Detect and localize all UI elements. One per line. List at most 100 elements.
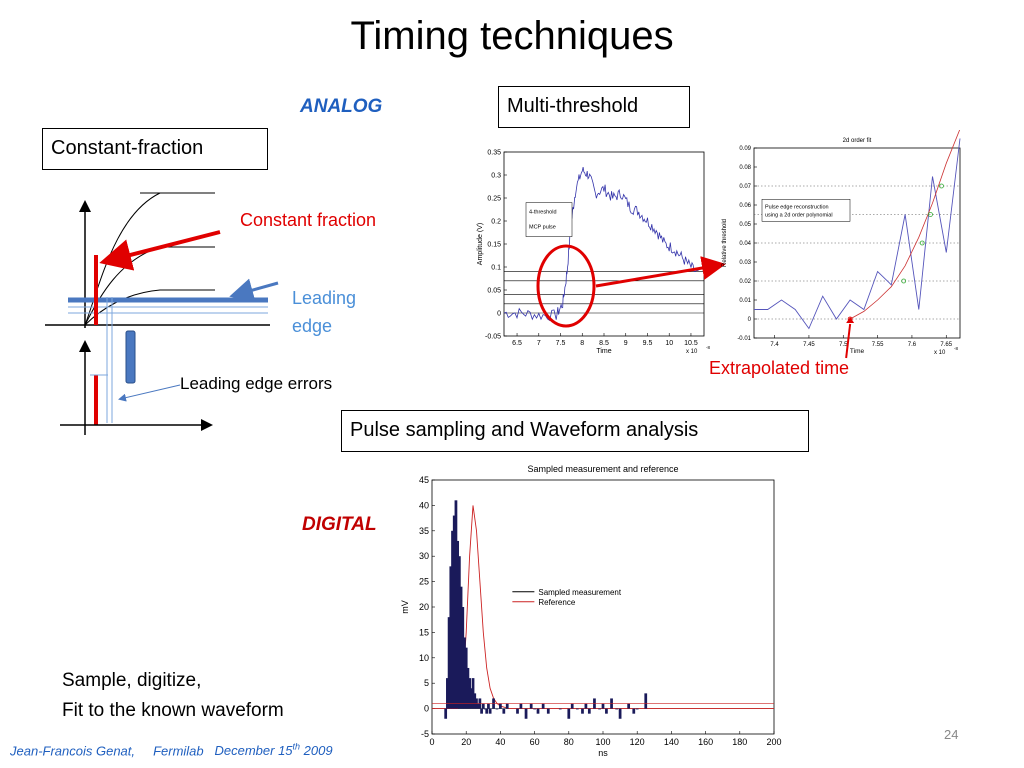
y-tick-label: 0.07 bbox=[739, 184, 751, 190]
sample-digitize-text: Sample, digitize, Fit to the known wavef… bbox=[62, 666, 284, 726]
sampled-bar bbox=[627, 703, 631, 709]
sampled-bar bbox=[480, 708, 483, 714]
sampled-bar bbox=[463, 637, 466, 709]
sampled-bar bbox=[541, 703, 545, 709]
fit-marker bbox=[919, 240, 925, 246]
y-tick-label: 45 bbox=[419, 475, 429, 485]
chart-title: Sampled measurement and reference bbox=[527, 464, 678, 474]
leading-edge-error-bar bbox=[125, 330, 136, 384]
sampled-bar bbox=[444, 708, 448, 719]
leading-edge-errors-label: Leading edge errors bbox=[180, 374, 333, 393]
sampled-bar bbox=[635, 708, 639, 710]
x-tick-label: 160 bbox=[698, 737, 713, 747]
y-tick-label: 0.05 bbox=[487, 287, 501, 294]
y-tick-label: 0.06 bbox=[739, 203, 751, 209]
plot-frame bbox=[431, 479, 775, 735]
x-tick-label: 8 bbox=[580, 340, 584, 347]
y-tick-label: 15 bbox=[419, 627, 429, 637]
constant-fraction-diagram bbox=[45, 192, 279, 435]
x-tick-label: 7.5 bbox=[839, 342, 848, 348]
constant-fraction-box: Constant-fraction bbox=[42, 128, 268, 170]
chart-title: 2d order fit bbox=[843, 138, 872, 144]
x-tick-label: 7.45 bbox=[803, 342, 815, 348]
pulse-sampling-box: Pulse sampling and Waveform analysis bbox=[341, 410, 809, 452]
sample-text-line1: Sample, digitize, bbox=[62, 670, 202, 691]
y-tick-label: 0.04 bbox=[739, 241, 751, 247]
fit-series bbox=[849, 130, 961, 320]
sampled-bar bbox=[483, 708, 487, 710]
x-tick-label: 40 bbox=[495, 737, 505, 747]
x-tick-label: 60 bbox=[530, 737, 540, 747]
y-tick-label: 30 bbox=[419, 551, 429, 561]
sampled-bar bbox=[468, 678, 471, 709]
sampled-bar bbox=[529, 703, 533, 709]
second-order-fit-chart: 7.4 7.45 7.5 7.55 7.6 7.65 -0.01 0 0.01 0.02 0.03 0… bbox=[722, 130, 961, 359]
fit-marker bbox=[928, 212, 933, 217]
analog-label: ANALOG bbox=[300, 96, 383, 117]
sampled-bar bbox=[558, 708, 562, 710]
sampled-bar bbox=[584, 703, 588, 709]
x-tick-label: 10 bbox=[665, 340, 673, 347]
x-tick-label: 7 bbox=[537, 340, 541, 347]
page-number: 24 bbox=[944, 727, 959, 742]
legend-entry-reference: Reference bbox=[538, 598, 575, 607]
y-tick-label: 35 bbox=[419, 526, 429, 536]
mcp-pulse-chart: 6.5 7 7.5 8 8.5 9 9.5 10 10.5 -0.05 0 0.05 0.1 0.15 0.… bbox=[477, 149, 710, 355]
x-tick-label: 7.6 bbox=[908, 342, 917, 348]
sampled-bar bbox=[449, 566, 453, 709]
y-tick-label: 0.15 bbox=[487, 241, 501, 248]
x-tick-label: 0 bbox=[429, 737, 434, 747]
y-tick-label: 0.01 bbox=[739, 298, 751, 304]
fit-marker bbox=[939, 183, 944, 189]
sampled-bar bbox=[536, 708, 540, 714]
y-axis-label: Amplitude (V) bbox=[477, 223, 484, 265]
y-tick-label: 10 bbox=[419, 653, 429, 663]
footer: Jean-Francois Genat, Fermilab December 1… bbox=[10, 742, 333, 758]
sampled-bar bbox=[605, 708, 608, 714]
sampled-bar bbox=[575, 708, 579, 710]
y-tick-label: 0 bbox=[497, 310, 501, 317]
sampled-bar bbox=[471, 678, 475, 709]
sampled-bar bbox=[446, 678, 449, 709]
leading-edge-label-line1: Leading bbox=[292, 288, 357, 308]
sampled-bar bbox=[481, 703, 485, 709]
sampled-bar bbox=[601, 703, 605, 709]
sampled-bar bbox=[587, 708, 591, 714]
digital-label: DIGITAL bbox=[302, 514, 377, 535]
y-tick-label: 25 bbox=[419, 577, 429, 587]
x-tick-label: 9.5 bbox=[643, 340, 653, 347]
y-tick-label: 0.09 bbox=[739, 146, 751, 152]
y-tick-label: 5 bbox=[424, 678, 429, 688]
sample-text-line2: Fit to the known waveform bbox=[62, 700, 284, 721]
x-tick-label: 8.5 bbox=[599, 340, 609, 347]
y-tick-label: 0.2 bbox=[491, 218, 501, 225]
sampled-bar bbox=[452, 515, 456, 709]
sampled-bar bbox=[567, 708, 571, 719]
x-tick-label: 6.5 bbox=[512, 340, 522, 347]
sampled-bar bbox=[598, 708, 601, 710]
sampled-bar bbox=[615, 708, 619, 710]
y-axis-label: mV bbox=[400, 600, 410, 614]
y-tick-label: 0.35 bbox=[487, 149, 501, 156]
sampled-bar bbox=[485, 708, 489, 714]
legend-entry-sampled: Sampled measurement bbox=[538, 588, 621, 597]
legend-line1: Pulse edge reconstruction bbox=[765, 204, 829, 210]
sampled-bar bbox=[488, 708, 492, 714]
sampled-bar bbox=[476, 703, 480, 709]
sampled-measurement-chart: 0 20 40 60 80 100 120 140 160 180 200-505101520253… bbox=[400, 464, 782, 758]
footer-date: December 15th 2009 bbox=[214, 742, 333, 759]
x-tick-label: 7.65 bbox=[940, 342, 952, 348]
extrapolated-arrow bbox=[845, 323, 852, 359]
footer-org: Fermilab bbox=[153, 743, 204, 759]
x-multiplier-exp: -8 bbox=[954, 346, 958, 351]
x-tick-label: 20 bbox=[461, 737, 471, 747]
x-multiplier-exp: -8 bbox=[706, 345, 710, 350]
leading-edge-label: Leading edge bbox=[292, 284, 356, 340]
x-tick-label: 100 bbox=[595, 737, 610, 747]
sampled-bar bbox=[447, 617, 451, 709]
y-tick-label: 20 bbox=[419, 602, 429, 612]
y-tick-label: 0.08 bbox=[739, 165, 751, 171]
x-tick-label: 140 bbox=[664, 737, 679, 747]
y-axis-label: Relative threshold bbox=[722, 219, 728, 267]
x-tick-label: 80 bbox=[564, 737, 574, 747]
